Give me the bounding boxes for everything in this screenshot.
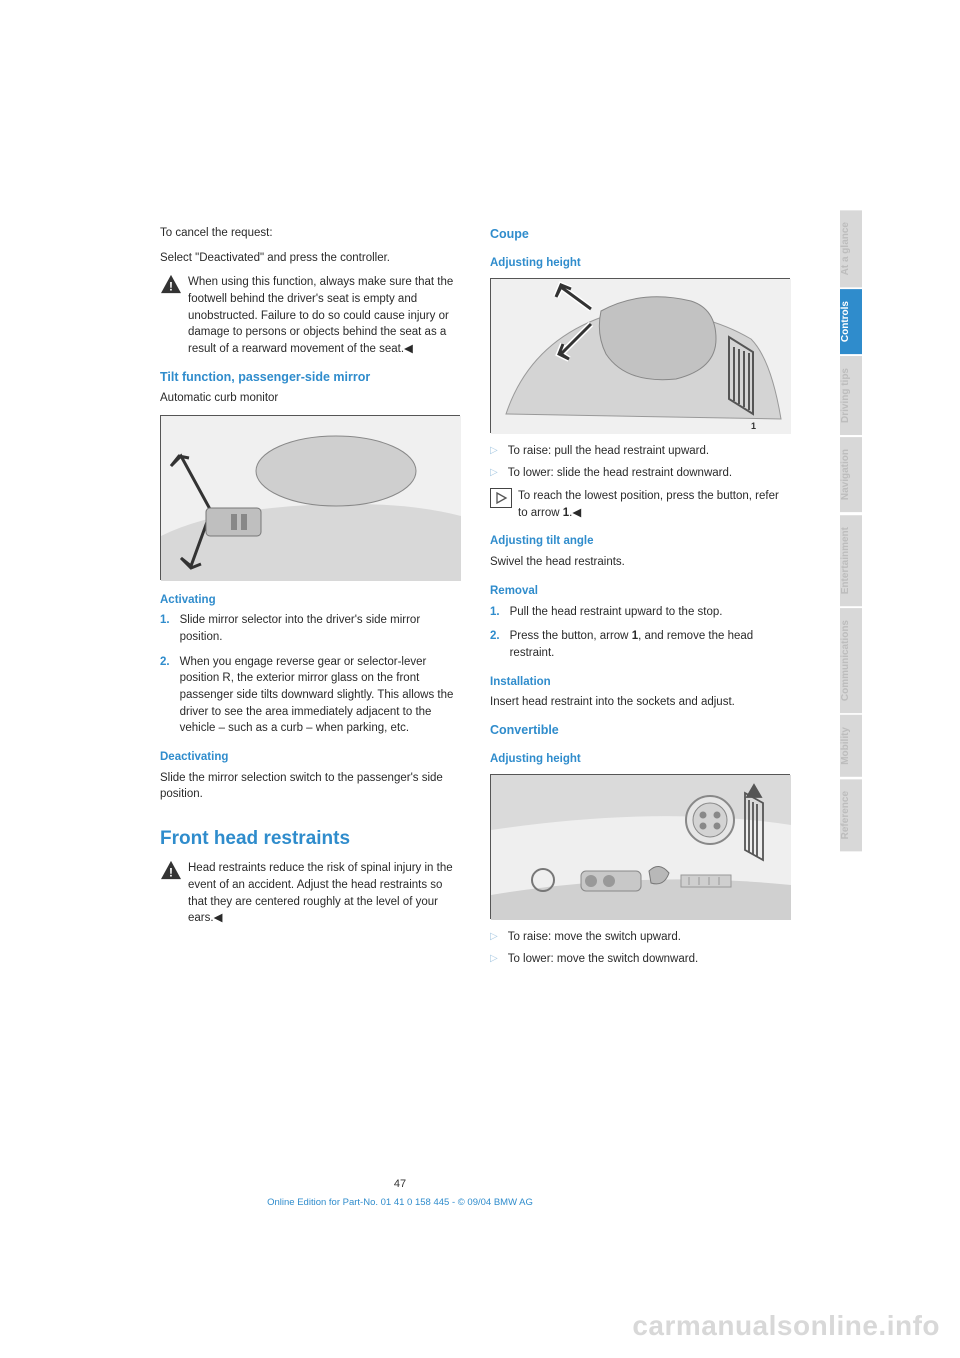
content-area: To cancel the request: Select "Deactivat… — [160, 225, 800, 974]
heading-adjusting-height-coupe: Adjusting height — [490, 255, 790, 272]
tilt-subtitle: Automatic curb monitor — [160, 390, 460, 407]
list-text: Slide mirror selector into the driver's … — [180, 612, 460, 645]
cancel-line-2: Select "Deactivated" and press the contr… — [160, 250, 460, 267]
heading-adjusting-tilt: Adjusting tilt angle — [490, 533, 790, 550]
tab-navigation[interactable]: Navigation — [840, 437, 862, 512]
bullet-text: To raise: move the switch upward. — [508, 929, 681, 946]
heading-installation: Installation — [490, 674, 790, 691]
list-text: Pull the head restraint upward to the st… — [510, 604, 790, 621]
deactivating-text: Slide the mirror selection switch to the… — [160, 770, 460, 803]
heading-tilt-function: Tilt function, passenger-side mirror — [160, 368, 460, 386]
activating-item-1: 1. Slide mirror selector into the driver… — [160, 612, 460, 645]
page-number: 47 — [0, 1178, 800, 1190]
left-column: To cancel the request: Select "Deactivat… — [160, 225, 460, 974]
warning-text: When using this function, always make su… — [188, 274, 460, 357]
bullet-icon: ▷ — [490, 929, 498, 946]
heading-removal: Removal — [490, 583, 790, 600]
convertible-bullet-2: ▷ To lower: move the switch downward. — [490, 951, 790, 968]
figure-convertible-switch — [490, 774, 790, 919]
coupe-bullet-1: ▷ To raise: pull the head restraint upwa… — [490, 443, 790, 460]
svg-text:1: 1 — [751, 421, 756, 431]
convertible-bullet-1: ▷ To raise: move the switch upward. — [490, 929, 790, 946]
right-column: Coupe Adjusting height 1 — [490, 225, 790, 974]
bullet-text: To lower: move the switch downward. — [508, 951, 698, 968]
tab-driving-tips[interactable]: Driving tips — [840, 356, 862, 435]
removal-item-1: 1. Pull the head restraint upward to the… — [490, 604, 790, 621]
heading-adjusting-height-convertible: Adjusting height — [490, 751, 790, 768]
warning-block-head-restraints: ! Head restraints reduce the risk of spi… — [160, 860, 460, 927]
svg-text:!: ! — [169, 280, 173, 294]
tab-controls[interactable]: Controls — [840, 289, 862, 354]
heading-convertible: Convertible — [490, 721, 790, 739]
tab-entertainment[interactable]: Entertainment — [840, 515, 862, 606]
heading-activating: Activating — [160, 592, 460, 609]
bullet-icon: ▷ — [490, 465, 498, 482]
warning-block-footwell: ! When using this function, always make … — [160, 274, 460, 357]
warning-text: Head restraints reduce the risk of spina… — [188, 860, 460, 927]
tab-reference[interactable]: Reference — [840, 779, 862, 851]
list-number: 1. — [160, 612, 170, 645]
warning-icon: ! — [160, 274, 182, 294]
adjusting-tilt-text: Swivel the head restraints. — [490, 554, 790, 571]
tab-at-a-glance[interactable]: At a glance — [840, 210, 862, 287]
activating-item-2: 2. When you engage reverse gear or selec… — [160, 654, 460, 737]
tip-icon — [490, 488, 512, 508]
side-tabs: At a glance Controls Driving tips Naviga… — [840, 210, 862, 853]
bullet-text: To raise: pull the head restraint upward… — [508, 443, 709, 460]
watermark: carmanualsonline.info — [632, 1310, 940, 1342]
bullet-icon: ▷ — [490, 951, 498, 968]
figure-mirror — [160, 415, 460, 580]
tip-block-lowest-position: To reach the lowest position, press the … — [490, 488, 790, 521]
heading-coupe: Coupe — [490, 225, 790, 243]
tab-communications[interactable]: Communications — [840, 608, 862, 713]
footer-text: Online Edition for Part-No. 01 41 0 158 … — [0, 1197, 800, 1208]
tip-text: To reach the lowest position, press the … — [518, 488, 790, 521]
list-text: Press the button, arrow 1, and remove th… — [510, 628, 790, 661]
list-text: When you engage reverse gear or selector… — [180, 654, 460, 737]
bullet-icon: ▷ — [490, 443, 498, 460]
coupe-bullet-2: ▷ To lower: slide the head restraint dow… — [490, 465, 790, 482]
figure-coupe-headrest: 1 — [490, 278, 790, 433]
heading-deactivating: Deactivating — [160, 749, 460, 766]
removal-item-2: 2. Press the button, arrow 1, and remove… — [490, 628, 790, 661]
warning-icon: ! — [160, 860, 182, 880]
bullet-text: To lower: slide the head restraint downw… — [508, 465, 732, 482]
heading-front-head-restraints: Front head restraints — [160, 825, 460, 853]
list-number: 2. — [490, 628, 500, 661]
svg-text:!: ! — [169, 866, 173, 880]
list-number: 1. — [490, 604, 500, 621]
page: To cancel the request: Select "Deactivat… — [0, 0, 960, 1358]
tab-mobility[interactable]: Mobility — [840, 715, 862, 777]
cancel-line-1: To cancel the request: — [160, 225, 460, 242]
list-number: 2. — [160, 654, 170, 737]
installation-text: Insert head restraint into the sockets a… — [490, 694, 790, 711]
